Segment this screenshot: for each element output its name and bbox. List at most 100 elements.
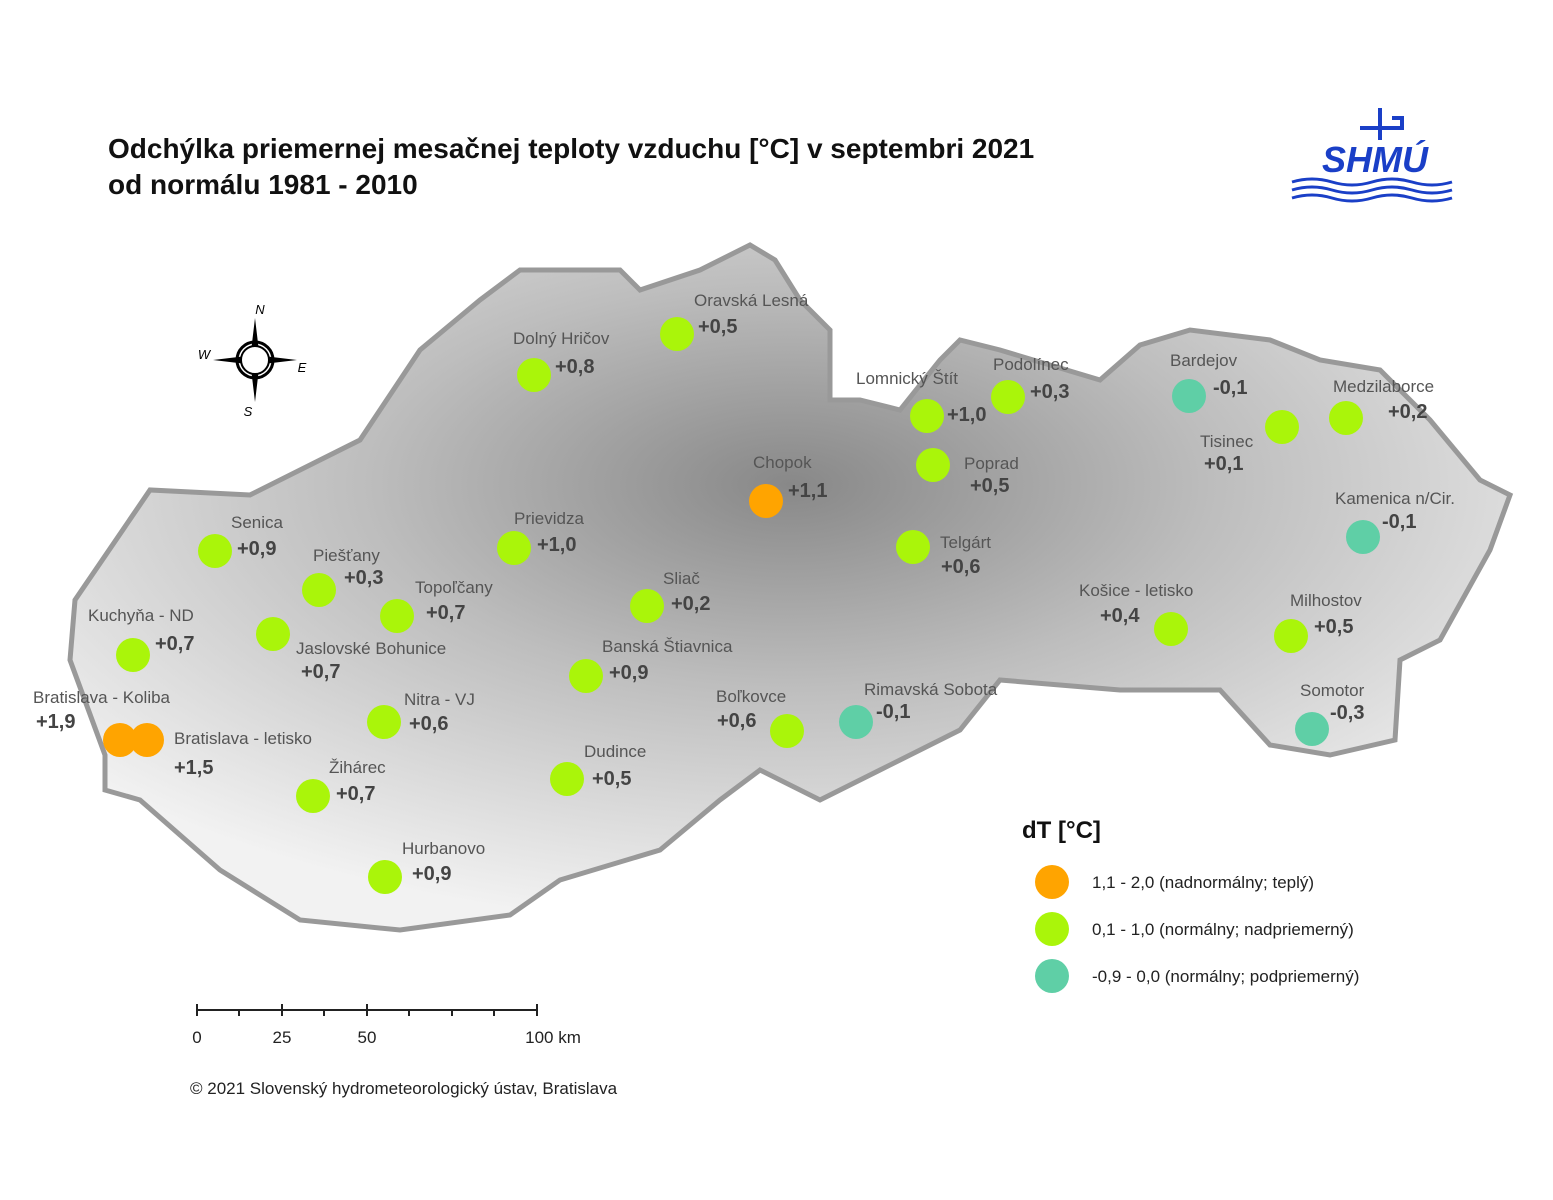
station-marker: [1329, 401, 1363, 435]
station-marker: [497, 531, 531, 565]
station-marker: [916, 448, 950, 482]
compass-s: S: [244, 404, 253, 419]
station-value: +0,5: [1314, 616, 1353, 638]
station-name: Piešťany: [313, 546, 380, 565]
station-value: +0,4: [1100, 605, 1140, 627]
station-marker: [103, 723, 137, 757]
station-value: +0,1: [1204, 453, 1243, 475]
station-value: +1,1: [788, 480, 827, 502]
station-marker: [517, 358, 551, 392]
station-marker: [569, 659, 603, 693]
title: Odchýlka priemernej mesačnej teploty vzd…: [108, 133, 1034, 164]
scale-bar: [196, 1004, 538, 1016]
copyright: © 2021 Slovenský hydrometeorologický úst…: [190, 1079, 618, 1098]
station-value: +0,3: [344, 567, 383, 589]
station-name: Senica: [231, 513, 284, 532]
station-value: +0,2: [1388, 401, 1427, 423]
station-marker: [368, 860, 402, 894]
station-value: +0,7: [301, 661, 340, 683]
station-name: Topoľčany: [415, 578, 493, 597]
station-value: +0,9: [609, 662, 648, 684]
compass-w: W: [198, 347, 212, 362]
station-name: Košice - letisko: [1079, 581, 1193, 600]
station-name: Kuchyňa - ND: [88, 606, 194, 625]
station-value: -0,3: [1330, 702, 1364, 724]
station-value: +0,7: [155, 633, 194, 655]
station-name: Chopok: [753, 453, 812, 472]
station-marker: [256, 617, 290, 651]
station-marker: [910, 399, 944, 433]
station-name: Medzilaborce: [1333, 377, 1434, 396]
station-marker: [198, 534, 232, 568]
station-value: -0,1: [876, 701, 910, 723]
station-value: +0,7: [426, 602, 465, 624]
station-name: Sliač: [663, 569, 700, 588]
station-value: +0,7: [336, 783, 375, 805]
station-marker: [367, 705, 401, 739]
station-name: Bratislava - letisko: [174, 729, 312, 748]
station-value: +0,6: [409, 713, 448, 735]
legend-title: dT [°C]: [1022, 817, 1101, 844]
station-value: +0,6: [717, 710, 756, 732]
compass: N W E S: [198, 302, 307, 419]
station-value: +1,0: [537, 534, 576, 556]
station-value: +0,5: [592, 768, 631, 790]
station-name: Kamenica n/Cir.: [1335, 489, 1455, 508]
station-value: +1,5: [174, 757, 213, 779]
station-name: Žihárec: [329, 758, 386, 777]
station-name: Dudince: [584, 742, 646, 761]
station-marker: [1274, 619, 1308, 653]
legend-label: -0,9 - 0,0 (normálny; podpriemerný): [1092, 967, 1359, 986]
scale-label: 0: [192, 1028, 201, 1047]
logo: SHMÚ: [1291, 108, 1453, 203]
station-marker: [660, 317, 694, 351]
station-marker: [991, 380, 1025, 414]
station-marker: [1172, 379, 1206, 413]
station-value: +0,5: [698, 316, 737, 338]
legend-marker: [1035, 865, 1069, 899]
station-value: +0,9: [412, 863, 451, 885]
compass-n: N: [255, 302, 265, 317]
station-marker: [749, 484, 783, 518]
title: od normálu 1981 - 2010: [108, 169, 418, 200]
station-marker: [630, 589, 664, 623]
station-marker: [839, 705, 873, 739]
scale-label: 100 km: [525, 1028, 581, 1047]
station-value: +0,9: [237, 538, 276, 560]
station-marker: [302, 573, 336, 607]
station-name: Somotor: [1300, 681, 1365, 700]
station-name: Bratislava - Koliba: [33, 688, 171, 707]
legend-marker: [1035, 912, 1069, 946]
station-value: +0,8: [555, 356, 594, 378]
station-name: Rimavská Sobota: [864, 680, 998, 699]
station-name: Bardejov: [1170, 351, 1238, 370]
station-name: Banská Štiavnica: [602, 637, 733, 656]
station-marker: [1154, 612, 1188, 646]
station-value: +0,5: [970, 475, 1009, 497]
station-name: Lomnický Štít: [856, 369, 958, 388]
station-name: Jaslovské Bohunice: [296, 639, 446, 658]
station-marker: [1295, 712, 1329, 746]
station-marker: [296, 779, 330, 813]
legend: 1,1 - 2,0 (nadnormálny; teplý) 0,1 - 1,0 …: [1035, 865, 1359, 993]
scale-label: 50: [358, 1028, 377, 1047]
station-marker: [1265, 410, 1299, 444]
legend-label: 1,1 - 2,0 (nadnormálny; teplý): [1092, 873, 1314, 892]
station-value: +0,6: [941, 556, 980, 578]
country-outline: [67, 242, 1514, 933]
station-name: Tisinec: [1200, 432, 1254, 451]
station-name: Milhostov: [1290, 591, 1362, 610]
station-value: +0,3: [1030, 381, 1069, 403]
station-value: -0,1: [1213, 377, 1247, 399]
station-marker: [380, 599, 414, 633]
scale-label: 25: [273, 1028, 292, 1047]
compass-e: E: [298, 360, 307, 375]
legend-marker: [1035, 959, 1069, 993]
station-marker: [1346, 520, 1380, 554]
scale-labels: 0 25 50 100 km: [192, 1028, 581, 1047]
station-value: -0,1: [1382, 511, 1416, 533]
station-name: Boľkovce: [716, 687, 786, 706]
station-marker: [130, 723, 164, 757]
station-value: +1,9: [36, 711, 75, 733]
